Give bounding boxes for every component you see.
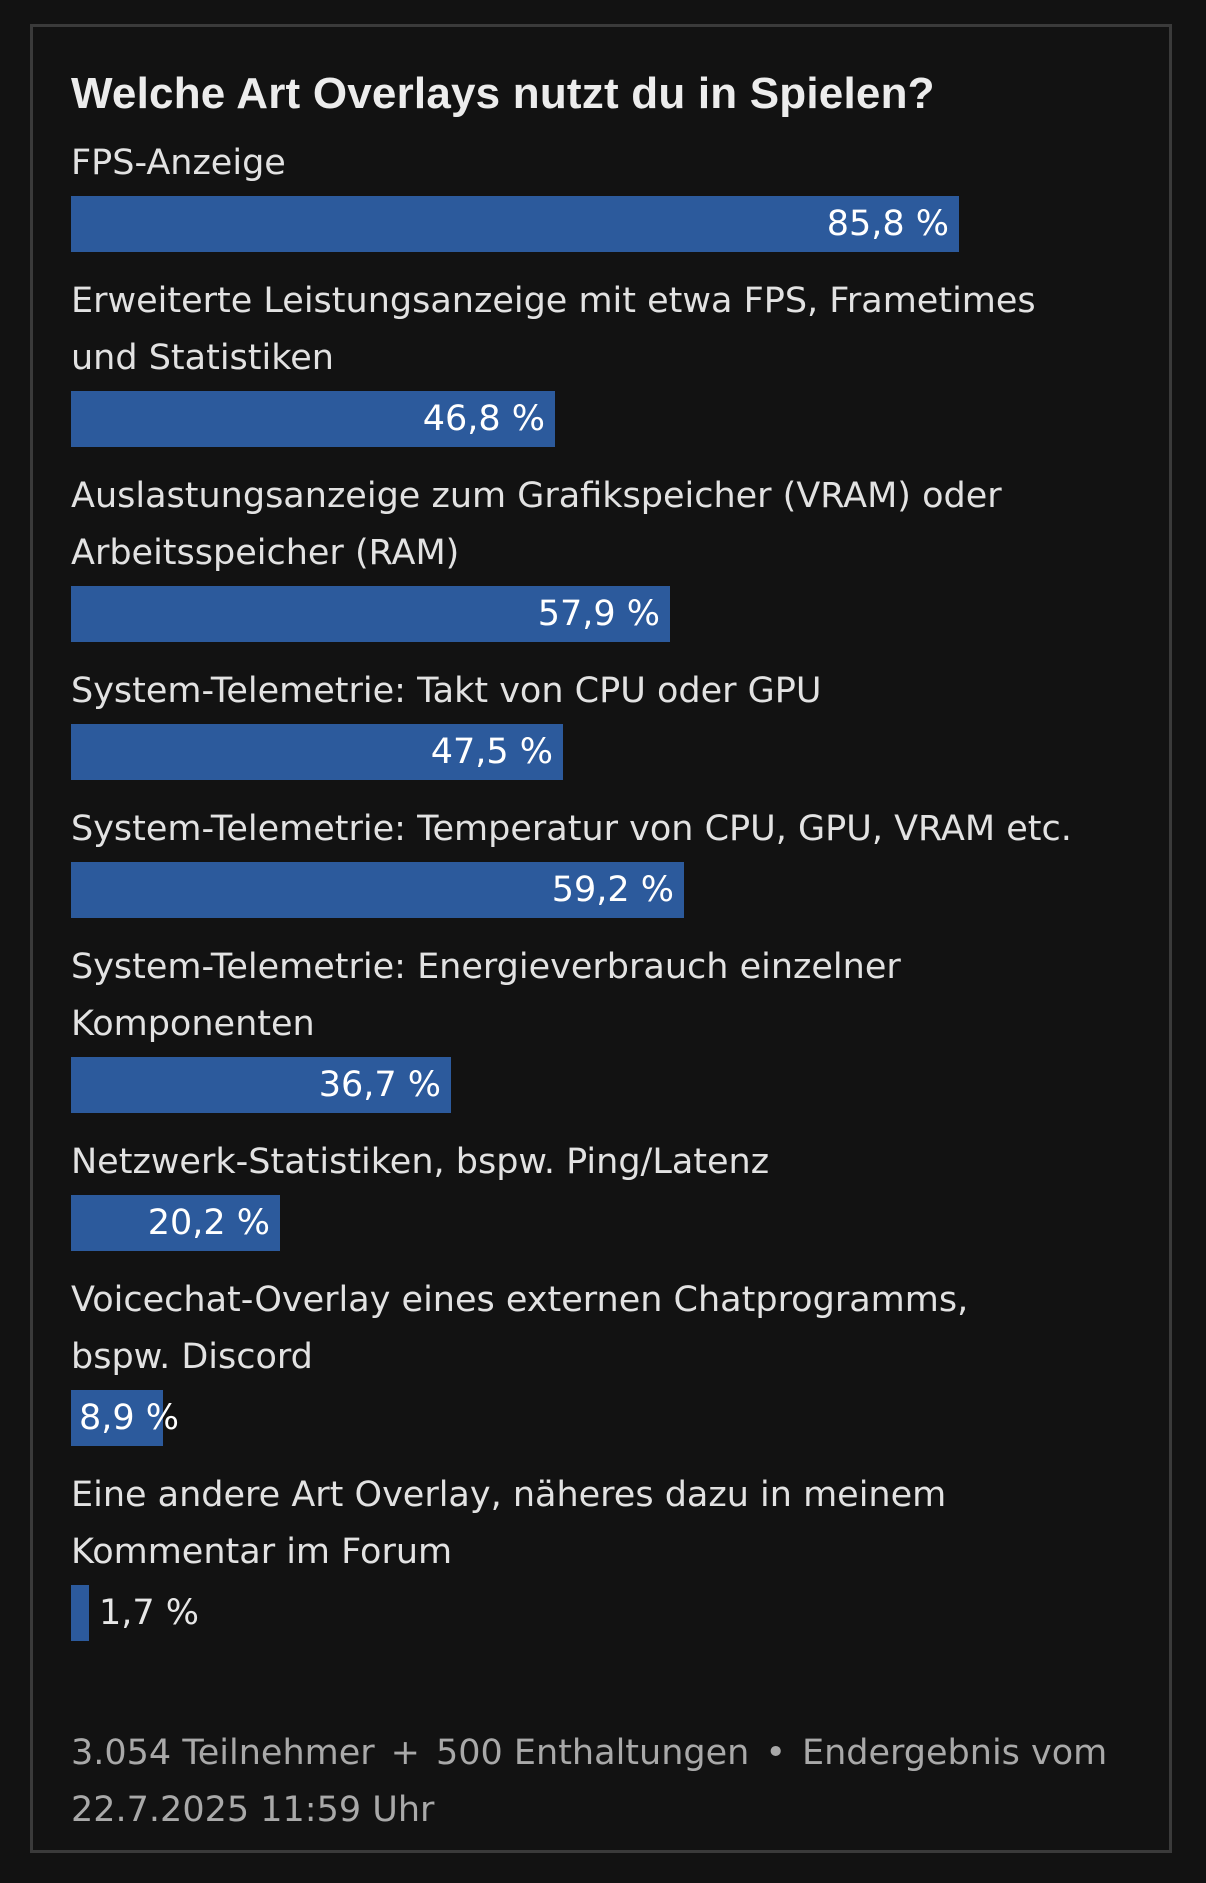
percent-label: 46,8 % bbox=[422, 399, 545, 439]
poll-option: Eine andere Art Overlay, näheres dazu in… bbox=[71, 1467, 1139, 1641]
result-date: Endergebnis vom 22.7.2025 11:59 Uhr bbox=[71, 1733, 1108, 1830]
bullet-separator: • bbox=[765, 1733, 786, 1773]
percent-label: 59,2 % bbox=[551, 870, 674, 910]
poll-card: Welche Art Overlays nutzt du in Spielen?… bbox=[30, 24, 1172, 1853]
percent-label: 20,2 % bbox=[147, 1203, 270, 1243]
percent-label: 85,8 % bbox=[826, 204, 949, 244]
result-bar bbox=[71, 1585, 89, 1641]
poll-option: Erweiterte Leistungsanzeige mit etwa FPS… bbox=[71, 273, 1139, 447]
option-label: System-Telemetrie: Temperatur von CPU, G… bbox=[71, 809, 1072, 849]
result-bar bbox=[71, 586, 670, 642]
option-label: Netzwerk-Statistiken, bspw. Ping/Latenz bbox=[71, 1142, 770, 1182]
poll-option: FPS-Anzeige 85,8 % bbox=[71, 135, 1139, 252]
option-label: Auslastungsanzeige zum Grafikspeicher (V… bbox=[71, 476, 1002, 573]
option-label: Eine andere Art Overlay, näheres dazu in… bbox=[71, 1475, 947, 1572]
result-bar bbox=[71, 1195, 280, 1251]
percent-label: 36,7 % bbox=[318, 1065, 441, 1105]
percent-label: 47,5 % bbox=[430, 732, 553, 772]
abstentions-count: 500 Enthaltungen bbox=[435, 1733, 750, 1773]
poll-option: System-Telemetrie: Energieverbrauch einz… bbox=[71, 939, 1139, 1113]
plus-separator: + bbox=[390, 1733, 420, 1773]
result-bar bbox=[71, 391, 555, 447]
poll-title: Welche Art Overlays nutzt du in Spielen? bbox=[71, 69, 935, 118]
option-label: FPS-Anzeige bbox=[71, 143, 286, 183]
poll-option: System-Telemetrie: Temperatur von CPU, G… bbox=[71, 801, 1139, 918]
poll-option: Voicechat-Overlay eines externen Chatpro… bbox=[71, 1272, 1139, 1446]
poll-option: System-Telemetrie: Takt von CPU oder GPU… bbox=[71, 663, 1139, 780]
result-bar bbox=[71, 196, 959, 252]
option-label: Erweiterte Leistungsanzeige mit etwa FPS… bbox=[71, 281, 1036, 378]
result-bar bbox=[71, 724, 563, 780]
percent-label: 57,9 % bbox=[537, 594, 660, 634]
result-bar bbox=[71, 862, 684, 918]
poll-option: Auslastungsanzeige zum Grafikspeicher (V… bbox=[71, 468, 1139, 642]
option-label: Voicechat-Overlay eines externen Chatpro… bbox=[71, 1280, 969, 1377]
result-bar bbox=[71, 1057, 451, 1113]
result-bar bbox=[71, 1390, 163, 1446]
option-label: System-Telemetrie: Energieverbrauch einz… bbox=[71, 947, 901, 1044]
percent-label: 1,7 % bbox=[99, 1593, 200, 1633]
percent-label: 8,9 % bbox=[79, 1398, 180, 1438]
poll-option: Netzwerk-Statistiken, bspw. Ping/Latenz 2… bbox=[71, 1134, 1139, 1251]
poll-footer: 3.054 Teilnehmer +500 Enthaltungen • Enderg… bbox=[71, 1725, 1139, 1839]
option-label: System-Telemetrie: Takt von CPU oder GPU bbox=[71, 671, 822, 711]
participants-count: 3.054 Teilnehmer bbox=[71, 1733, 375, 1773]
